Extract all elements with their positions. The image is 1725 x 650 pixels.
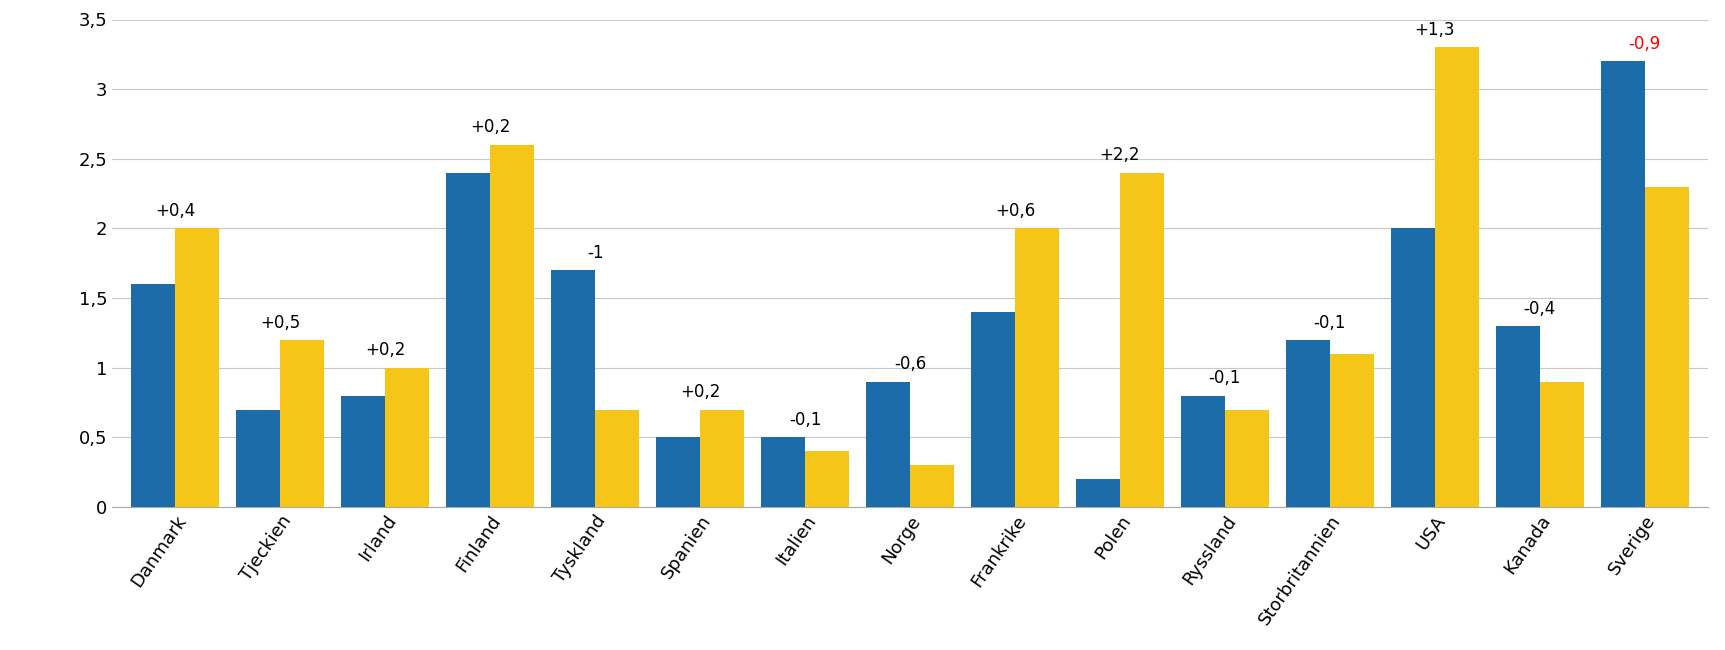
Bar — [1330, 354, 1373, 507]
Text: -0,1: -0,1 — [1314, 313, 1346, 332]
Bar — [1390, 228, 1435, 507]
Text: -0,4: -0,4 — [1523, 300, 1556, 318]
Bar — [656, 437, 700, 507]
Text: +1,3: +1,3 — [1414, 21, 1456, 39]
Bar — [1496, 326, 1540, 507]
Text: -0,1: -0,1 — [1209, 369, 1240, 387]
Bar — [1285, 340, 1330, 507]
Text: +0,2: +0,2 — [680, 383, 719, 401]
Bar — [866, 382, 911, 507]
Bar — [1120, 173, 1164, 507]
Bar — [911, 465, 954, 507]
Bar — [1644, 187, 1689, 507]
Text: +0,2: +0,2 — [366, 341, 405, 359]
Bar — [595, 410, 638, 507]
Bar — [342, 396, 385, 507]
Text: -0,1: -0,1 — [788, 411, 821, 429]
Bar — [1076, 479, 1120, 507]
Bar — [236, 410, 279, 507]
Text: +0,5: +0,5 — [260, 313, 300, 332]
Bar — [279, 340, 324, 507]
Bar — [131, 284, 176, 507]
Bar — [1435, 47, 1478, 507]
Bar — [1014, 228, 1059, 507]
Bar — [490, 145, 535, 507]
Bar — [806, 451, 849, 507]
Bar — [385, 368, 430, 507]
Bar — [971, 312, 1014, 507]
Bar — [1540, 382, 1584, 507]
Text: -0,6: -0,6 — [894, 356, 926, 373]
Bar — [1601, 61, 1644, 507]
Bar — [700, 410, 743, 507]
Bar — [550, 270, 595, 507]
Text: +0,6: +0,6 — [995, 202, 1035, 220]
Text: +0,2: +0,2 — [469, 118, 511, 136]
Text: +2,2: +2,2 — [1099, 146, 1140, 164]
Text: -0,9: -0,9 — [1628, 35, 1661, 53]
Bar — [1182, 396, 1225, 507]
Bar — [447, 173, 490, 507]
Bar — [761, 437, 806, 507]
Text: -1: -1 — [586, 244, 604, 262]
Text: +0,4: +0,4 — [155, 202, 195, 220]
Bar — [1225, 410, 1270, 507]
Bar — [176, 228, 219, 507]
